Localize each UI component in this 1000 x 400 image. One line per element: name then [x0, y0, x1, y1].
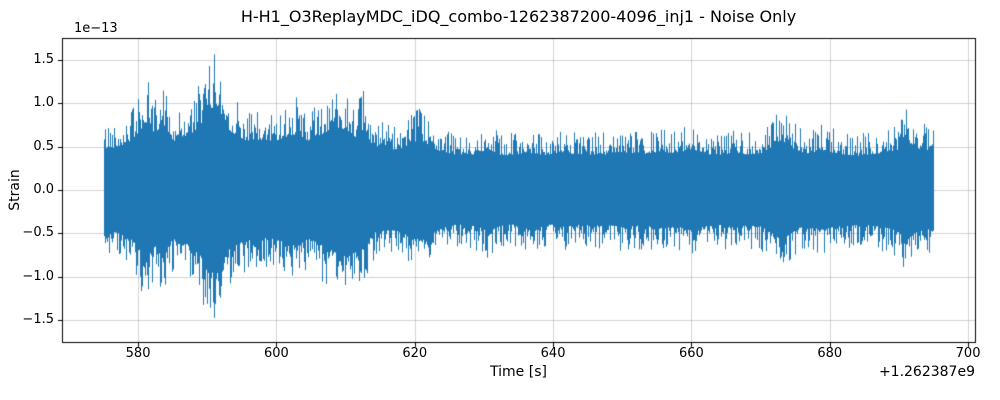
x-tick-label: 620: [402, 346, 428, 361]
x-tick-label: 580: [125, 346, 151, 361]
y-tick-label: −0.5: [22, 225, 54, 241]
y-tick-label: 1.5: [33, 51, 54, 67]
x-tick-label: 660: [678, 346, 704, 361]
y-tick-label: 0.5: [33, 138, 54, 154]
x-axis-label: Time [s]: [490, 364, 547, 380]
x-axis-offset-label: +1.262387e9: [878, 364, 975, 380]
x-tick-label: 700: [955, 346, 981, 361]
y-axis-scale-label: 1e−13: [74, 21, 118, 36]
chart-title: H-H1_O3ReplayMDC_iDQ_combo-1262387200-40…: [240, 7, 797, 26]
y-tick-label: −1.5: [22, 312, 54, 328]
x-tick-label: 600: [263, 346, 289, 361]
y-tick-label: −1.0: [22, 268, 54, 284]
y-tick-label: 0.0: [33, 182, 54, 197]
y-tick-label: 1.0: [33, 95, 54, 111]
x-tick-label: 640: [540, 346, 566, 361]
x-tick-label: 680: [817, 346, 843, 361]
